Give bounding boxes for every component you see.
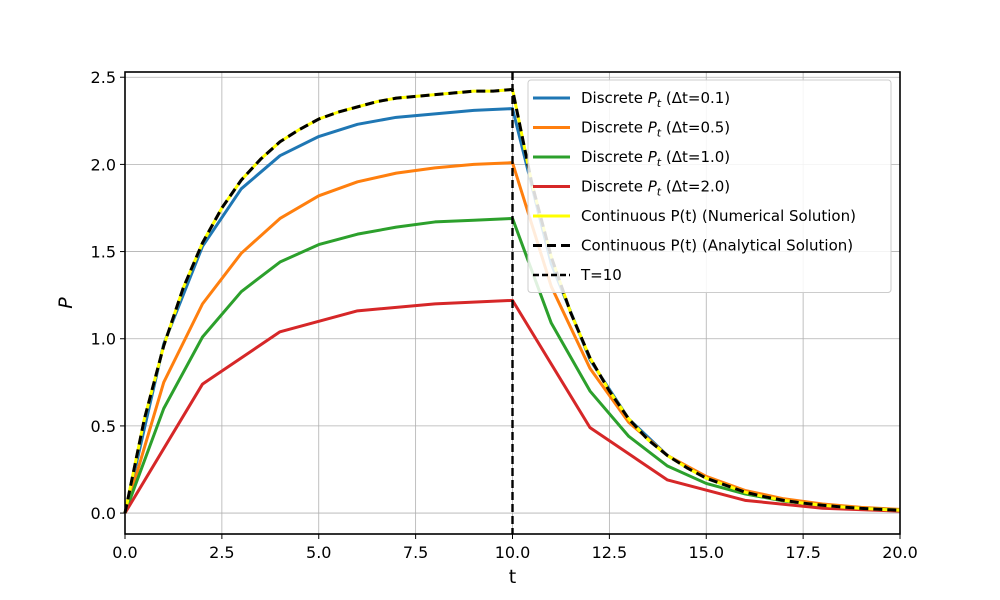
legend-label: Discrete Pt (Δt=0.5) <box>581 119 730 140</box>
x-tick-label: 17.5 <box>785 543 821 562</box>
y-axis-label: P <box>55 297 77 309</box>
y-tick-label: 0.5 <box>91 417 116 436</box>
legend-box <box>527 79 892 293</box>
y-tick-label: 2.0 <box>91 155 116 174</box>
legend-label: Discrete Pt (Δt=2.0) <box>581 178 730 199</box>
legend-label: Discrete Pt (Δt=1.0) <box>581 148 730 169</box>
y-tick-label: 1.0 <box>91 330 116 349</box>
x-tick-label: 15.0 <box>688 543 724 562</box>
legend: Discrete Pt (Δt=0.1) Discrete Pt (Δt=0.5)… <box>527 79 892 293</box>
x-tick-label: 7.5 <box>403 543 428 562</box>
x-tick-label: 12.5 <box>592 543 628 562</box>
legend-label: T=10 <box>580 266 622 284</box>
x-tick-label: 0.0 <box>112 543 137 562</box>
y-tick-label: 1.5 <box>91 243 116 262</box>
legend-label: Continuous P(t) (Numerical Solution) <box>581 207 856 225</box>
x-axis: 0.0 2.5 5.0 7.5 10.0 12.5 15.0 17.5 20.0 <box>112 534 918 562</box>
legend-label: Continuous P(t) (Analytical Solution) <box>581 237 853 255</box>
x-axis-label: t <box>509 566 516 588</box>
y-tick-label: 0.0 <box>91 504 116 523</box>
x-tick-label: 10.0 <box>495 543 531 562</box>
x-tick-label: 5.0 <box>306 543 331 562</box>
x-tick-label: 2.5 <box>209 543 234 562</box>
y-tick-label: 2.5 <box>91 68 116 87</box>
y-axis: 0.0 0.5 1.0 1.5 2.0 2.5 <box>91 68 125 523</box>
x-tick-label: 20.0 <box>882 543 918 562</box>
legend-label: Discrete Pt (Δt=0.1) <box>581 89 730 110</box>
